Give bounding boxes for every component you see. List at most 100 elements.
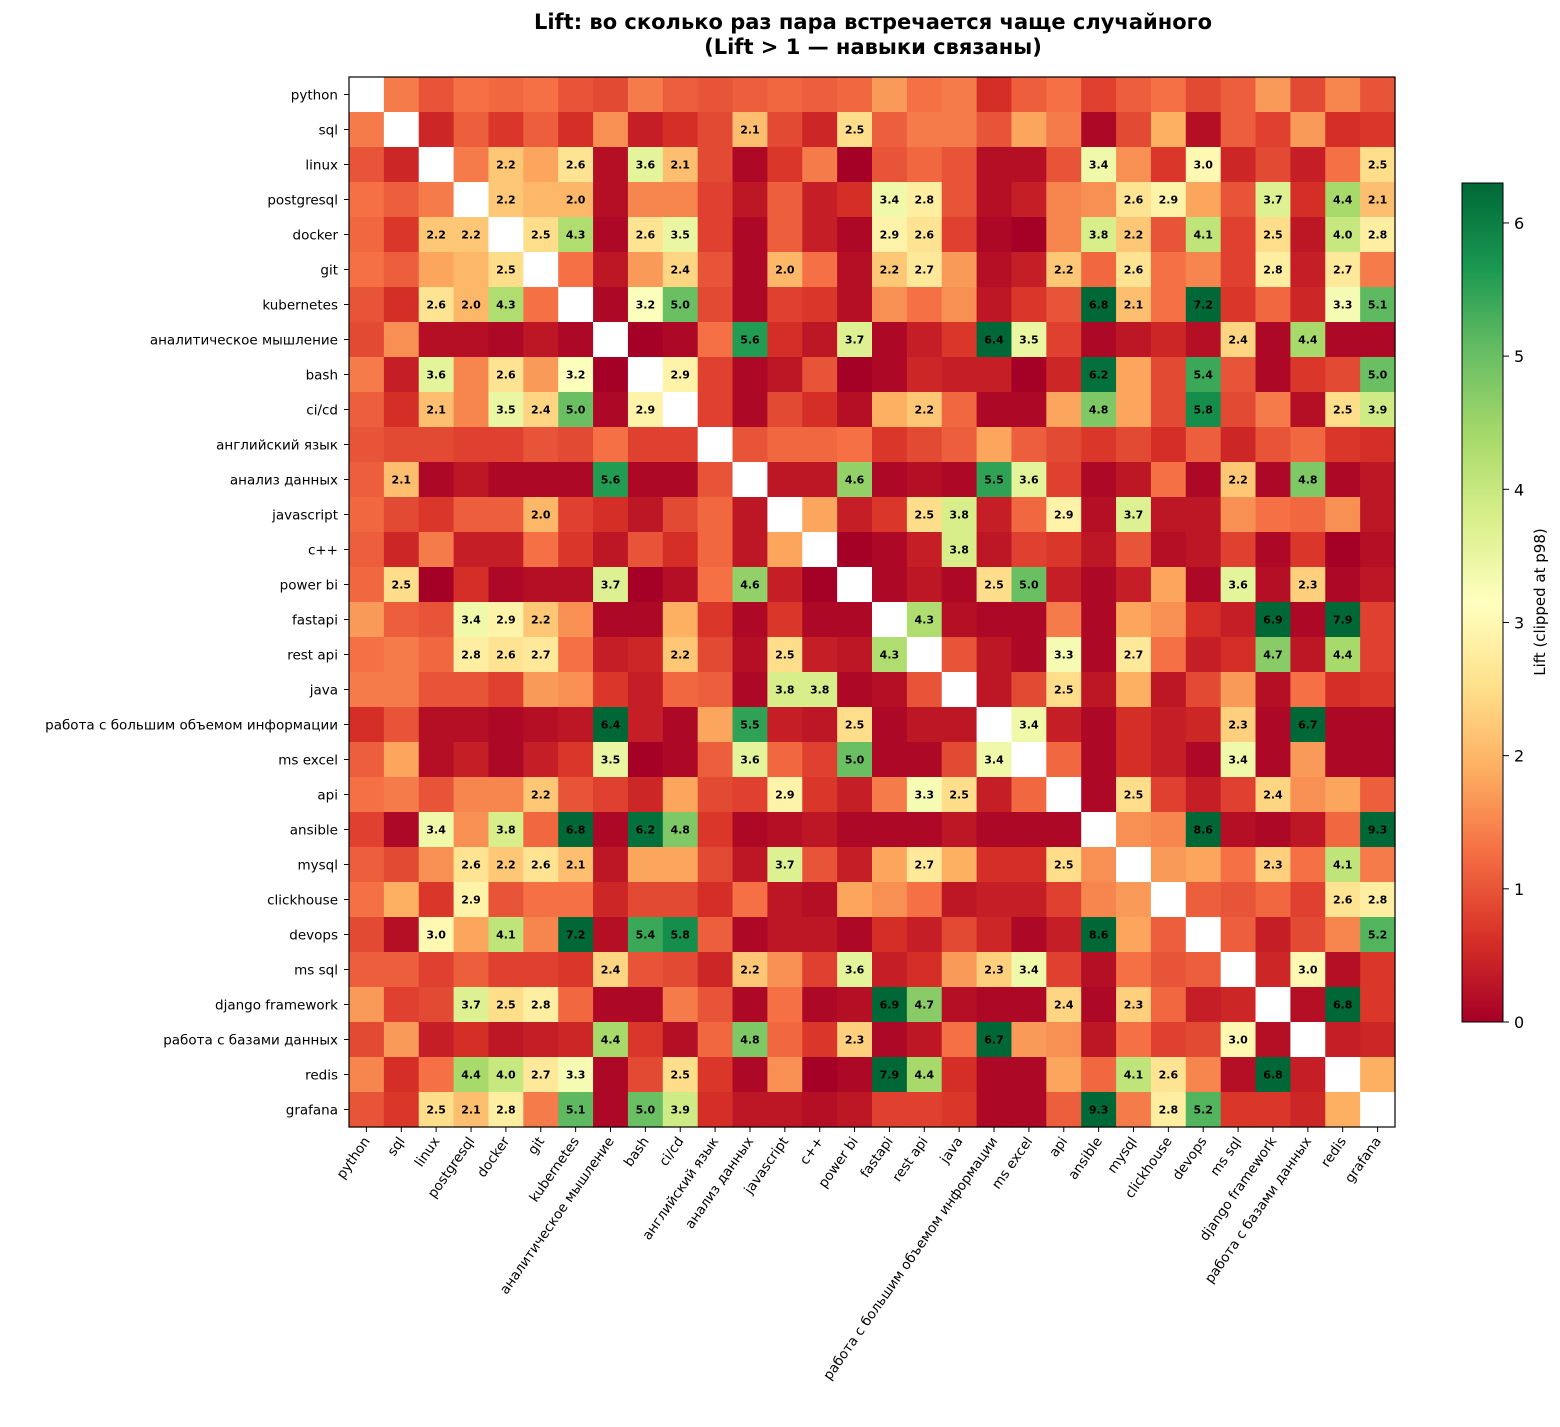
heatmap-cell	[941, 917, 978, 953]
heatmap-cell	[523, 602, 559, 638]
heatmap-cell	[872, 917, 908, 953]
heatmap-cell	[1255, 707, 1291, 743]
heatmap-cell	[627, 322, 664, 358]
heatmap-cell	[627, 812, 664, 848]
heatmap-cell	[872, 392, 908, 428]
x-tick-label: docker	[474, 1134, 513, 1181]
cell-annotation: 2.6	[496, 649, 516, 662]
heatmap-cell	[906, 1092, 943, 1128]
heatmap-cell	[1116, 427, 1152, 463]
heatmap-cell	[732, 497, 768, 533]
cell-annotation: 2.2	[670, 649, 690, 662]
heatmap-cell	[1360, 567, 1396, 603]
heatmap-cell	[349, 252, 385, 288]
heatmap-cell	[1081, 637, 1117, 673]
heatmap-cell	[1116, 217, 1152, 253]
heatmap-cell	[1290, 1022, 1326, 1058]
heatmap-cell	[732, 287, 768, 323]
heatmap-cell	[1081, 952, 1117, 988]
heatmap-cell	[593, 322, 629, 358]
heatmap-cell	[1185, 812, 1222, 848]
heatmap-cell	[349, 567, 385, 603]
heatmap-cell	[593, 357, 629, 393]
colorbar: 0 1 2 3 4 5 6 Lift (clipped at p98)	[1461, 182, 1549, 1032]
heatmap-cell	[941, 567, 978, 603]
cell-annotation: 2.2	[496, 159, 516, 172]
heatmap-cell	[872, 742, 908, 778]
heatmap-cell	[558, 602, 594, 638]
heatmap-cell	[1011, 532, 1047, 568]
heatmap-cell	[802, 847, 838, 883]
y-tick-label: ms excel	[278, 753, 338, 769]
heatmap-cell	[627, 602, 664, 638]
heatmap-cell	[1290, 462, 1326, 498]
heatmap-cell	[976, 322, 1013, 358]
heatmap-cell	[1360, 882, 1396, 918]
heatmap-cell	[941, 392, 978, 428]
heatmap-cell	[453, 952, 490, 988]
heatmap-cell	[627, 672, 664, 708]
heatmap-cell	[837, 777, 873, 813]
heatmap-cell	[802, 882, 838, 918]
heatmap-cell	[1150, 147, 1187, 183]
cell-annotation: 4.4	[915, 1069, 935, 1082]
heatmap-cell	[558, 637, 594, 673]
heatmap-cell	[1290, 952, 1326, 988]
heatmap-cell	[1011, 882, 1047, 918]
heatmap-cell	[453, 77, 490, 113]
heatmap-cell	[1185, 427, 1222, 463]
heatmap-annotations: 2.1 2.5 2.2 2.6 3.6 2.1 3.4 3.0 2.5 2.2 2.0 3.4 2.8 2…	[392, 124, 1388, 1117]
heatmap-cell	[453, 217, 490, 253]
heatmap-cell	[1255, 427, 1291, 463]
heatmap-cell	[1011, 707, 1047, 743]
heatmap-cell	[1185, 217, 1222, 253]
heatmap-cell	[906, 882, 943, 918]
cell-annotation: 2.2	[1124, 229, 1144, 242]
heatmap-cell	[1360, 987, 1396, 1023]
cell-annotation: 2.5	[670, 1069, 690, 1082]
heatmap-cell	[941, 672, 978, 708]
heatmap-cell	[697, 812, 734, 848]
y-tick-label: api	[317, 788, 338, 804]
heatmap-cell	[1220, 357, 1257, 393]
heatmap-cell	[1150, 252, 1187, 288]
heatmap-cell	[523, 812, 559, 848]
cell-annotation: 3.7	[1263, 194, 1283, 207]
heatmap-cell	[523, 112, 559, 148]
heatmap-cell	[488, 497, 524, 533]
heatmap-cell	[662, 812, 699, 848]
heatmap-cell	[1116, 462, 1152, 498]
cell-annotation: 2.4	[1054, 999, 1074, 1012]
cell-annotation: 2.3	[1298, 579, 1318, 592]
heatmap-cell	[1290, 532, 1326, 568]
heatmap-cell	[488, 1057, 524, 1093]
heatmap-cell	[1220, 112, 1257, 148]
heatmap-cell	[1011, 217, 1047, 253]
heatmap-cell	[697, 567, 734, 603]
heatmap-cell	[767, 217, 803, 253]
cell-annotation: 6.2	[636, 824, 656, 837]
heatmap-cell	[767, 357, 803, 393]
heatmap-cell	[1046, 357, 1082, 393]
heatmap-cell	[1150, 462, 1187, 498]
heatmap-cell	[523, 427, 559, 463]
heatmap-cell	[488, 672, 524, 708]
cell-annotation: 5.0	[845, 754, 865, 767]
heatmap-frame	[348, 76, 1396, 1128]
heatmap-cell	[732, 217, 768, 253]
heatmap-cell	[523, 952, 559, 988]
cell-annotation: 2.1	[461, 1104, 481, 1117]
heatmap-cell	[1290, 427, 1326, 463]
heatmap-cell	[558, 1022, 594, 1058]
heatmap-cell	[1116, 532, 1152, 568]
heatmap-cell	[1081, 672, 1117, 708]
heatmap-cell	[627, 427, 664, 463]
heatmap-cell	[1255, 1092, 1291, 1128]
heatmap-cell	[1360, 742, 1396, 778]
heatmap-cell	[802, 497, 838, 533]
cell-annotation: 2.5	[984, 579, 1004, 592]
heatmap-cell	[1011, 1022, 1047, 1058]
y-tick-label: mysql	[298, 858, 339, 874]
heatmap-cell	[349, 112, 385, 148]
heatmap-cell	[349, 742, 385, 778]
